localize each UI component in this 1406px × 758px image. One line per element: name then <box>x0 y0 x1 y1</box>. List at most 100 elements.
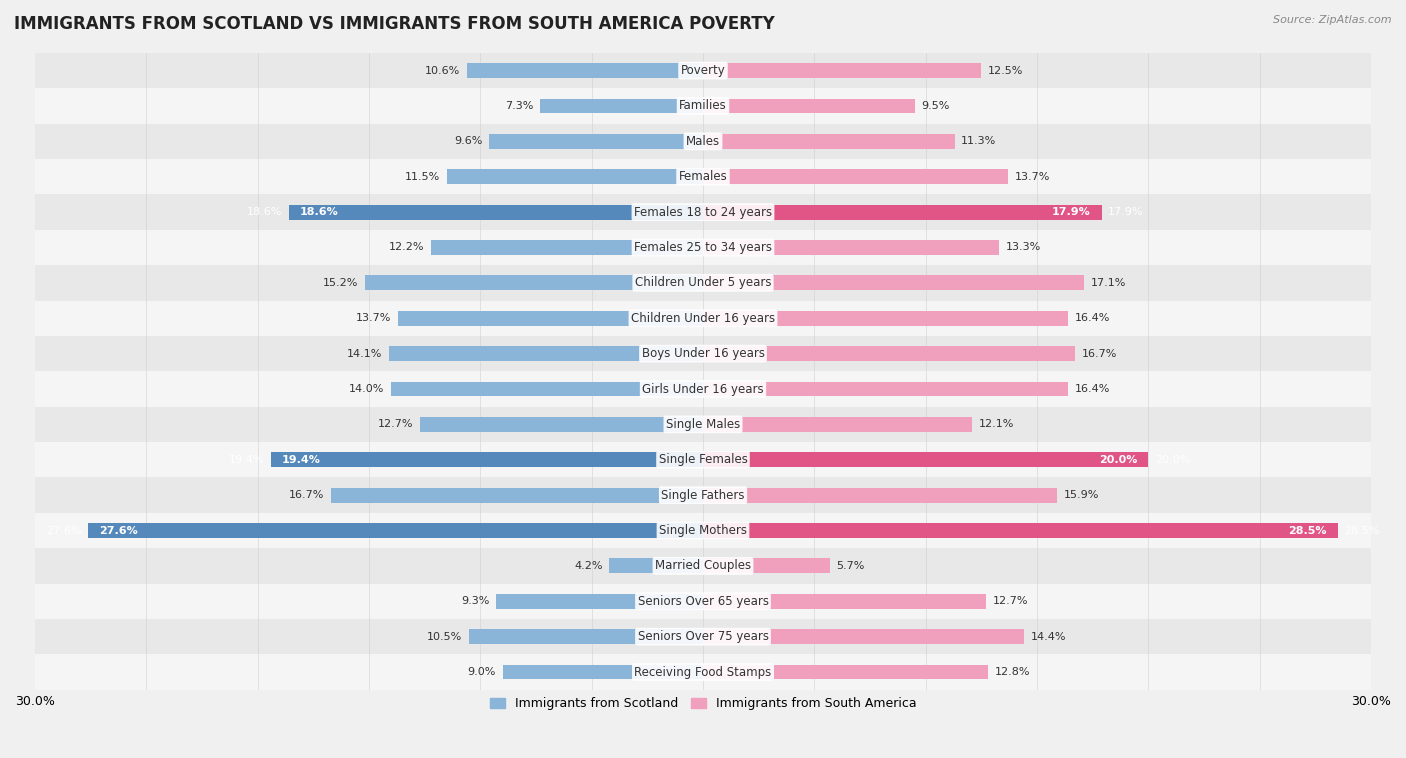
Text: 16.7%: 16.7% <box>290 490 325 500</box>
Bar <box>35 265 1371 301</box>
Text: 14.1%: 14.1% <box>347 349 382 359</box>
Bar <box>703 417 973 432</box>
Text: 17.9%: 17.9% <box>1108 207 1144 217</box>
Bar <box>703 523 1337 538</box>
Text: Females 25 to 34 years: Females 25 to 34 years <box>634 241 772 254</box>
Text: 15.2%: 15.2% <box>322 278 359 288</box>
Bar <box>364 275 703 290</box>
Bar <box>389 346 703 361</box>
Text: 10.6%: 10.6% <box>425 66 460 76</box>
Bar <box>703 559 830 573</box>
Text: 17.9%: 17.9% <box>1052 207 1091 217</box>
Text: 12.7%: 12.7% <box>378 419 413 429</box>
Text: 15.9%: 15.9% <box>1064 490 1099 500</box>
Text: 13.7%: 13.7% <box>356 313 391 323</box>
Text: Single Females: Single Females <box>658 453 748 466</box>
Bar <box>467 63 703 78</box>
Text: 17.1%: 17.1% <box>1091 278 1126 288</box>
Text: Children Under 16 years: Children Under 16 years <box>631 312 775 324</box>
Text: 28.5%: 28.5% <box>1288 525 1326 536</box>
Text: 4.2%: 4.2% <box>574 561 603 571</box>
Bar <box>703 629 1024 644</box>
Bar <box>470 629 703 644</box>
Bar <box>35 336 1371 371</box>
Text: 27.6%: 27.6% <box>46 525 82 536</box>
Text: 28.5%: 28.5% <box>1344 525 1379 536</box>
Bar <box>502 665 703 679</box>
Text: 19.4%: 19.4% <box>229 455 264 465</box>
Bar <box>35 194 1371 230</box>
Bar <box>703 311 1069 326</box>
Bar <box>703 453 1149 467</box>
Bar <box>35 584 1371 619</box>
Bar <box>703 346 1076 361</box>
Bar <box>420 417 703 432</box>
Bar <box>35 442 1371 478</box>
Bar <box>703 487 1057 503</box>
Bar <box>35 478 1371 513</box>
Bar <box>391 381 703 396</box>
Text: Children Under 5 years: Children Under 5 years <box>634 277 772 290</box>
Text: Seniors Over 75 years: Seniors Over 75 years <box>637 630 769 644</box>
Bar <box>703 134 955 149</box>
Bar <box>35 88 1371 124</box>
Text: Families: Families <box>679 99 727 112</box>
Text: 9.6%: 9.6% <box>454 136 482 146</box>
Text: 20.0%: 20.0% <box>1099 455 1137 465</box>
Text: 12.5%: 12.5% <box>988 66 1024 76</box>
Text: 12.1%: 12.1% <box>979 419 1015 429</box>
Text: 20.0%: 20.0% <box>1156 455 1191 465</box>
Legend: Immigrants from Scotland, Immigrants from South America: Immigrants from Scotland, Immigrants fro… <box>485 692 921 716</box>
Text: Males: Males <box>686 135 720 148</box>
Text: 5.7%: 5.7% <box>837 561 865 571</box>
Bar <box>489 134 703 149</box>
Bar <box>35 548 1371 584</box>
Text: 14.4%: 14.4% <box>1031 631 1066 642</box>
Text: Females 18 to 24 years: Females 18 to 24 years <box>634 205 772 218</box>
Text: Females: Females <box>679 171 727 183</box>
Text: 12.8%: 12.8% <box>994 667 1031 677</box>
Bar <box>35 654 1371 690</box>
Text: Source: ZipAtlas.com: Source: ZipAtlas.com <box>1274 15 1392 25</box>
Bar <box>330 487 703 503</box>
Text: 12.2%: 12.2% <box>389 243 425 252</box>
Text: 9.5%: 9.5% <box>921 101 949 111</box>
Text: 16.7%: 16.7% <box>1081 349 1116 359</box>
Bar <box>35 230 1371 265</box>
Text: Single Mothers: Single Mothers <box>659 524 747 537</box>
Bar <box>89 523 703 538</box>
Bar <box>703 99 914 114</box>
Text: 11.3%: 11.3% <box>962 136 997 146</box>
Bar <box>447 169 703 184</box>
Bar <box>703 665 988 679</box>
Text: 19.4%: 19.4% <box>283 455 321 465</box>
Text: 18.6%: 18.6% <box>246 207 283 217</box>
Text: Poverty: Poverty <box>681 64 725 77</box>
Bar <box>35 301 1371 336</box>
Bar <box>35 371 1371 407</box>
Bar <box>703 240 1000 255</box>
Text: Receiving Food Stamps: Receiving Food Stamps <box>634 666 772 678</box>
Bar <box>271 453 703 467</box>
Text: 16.4%: 16.4% <box>1076 313 1111 323</box>
Bar <box>398 311 703 326</box>
Bar <box>496 594 703 609</box>
Bar <box>35 619 1371 654</box>
Text: Seniors Over 65 years: Seniors Over 65 years <box>637 595 769 608</box>
Bar <box>703 63 981 78</box>
Bar <box>35 53 1371 88</box>
Text: 13.3%: 13.3% <box>1005 243 1040 252</box>
Text: 11.5%: 11.5% <box>405 172 440 182</box>
Text: 12.7%: 12.7% <box>993 597 1028 606</box>
Bar <box>35 124 1371 159</box>
Text: 7.3%: 7.3% <box>505 101 534 111</box>
Text: Married Couples: Married Couples <box>655 559 751 572</box>
Bar <box>703 594 986 609</box>
Bar <box>432 240 703 255</box>
Text: Single Males: Single Males <box>666 418 740 431</box>
Bar <box>703 169 1008 184</box>
Bar <box>703 275 1084 290</box>
Bar <box>703 381 1069 396</box>
Text: 18.6%: 18.6% <box>299 207 339 217</box>
Text: Single Fathers: Single Fathers <box>661 489 745 502</box>
